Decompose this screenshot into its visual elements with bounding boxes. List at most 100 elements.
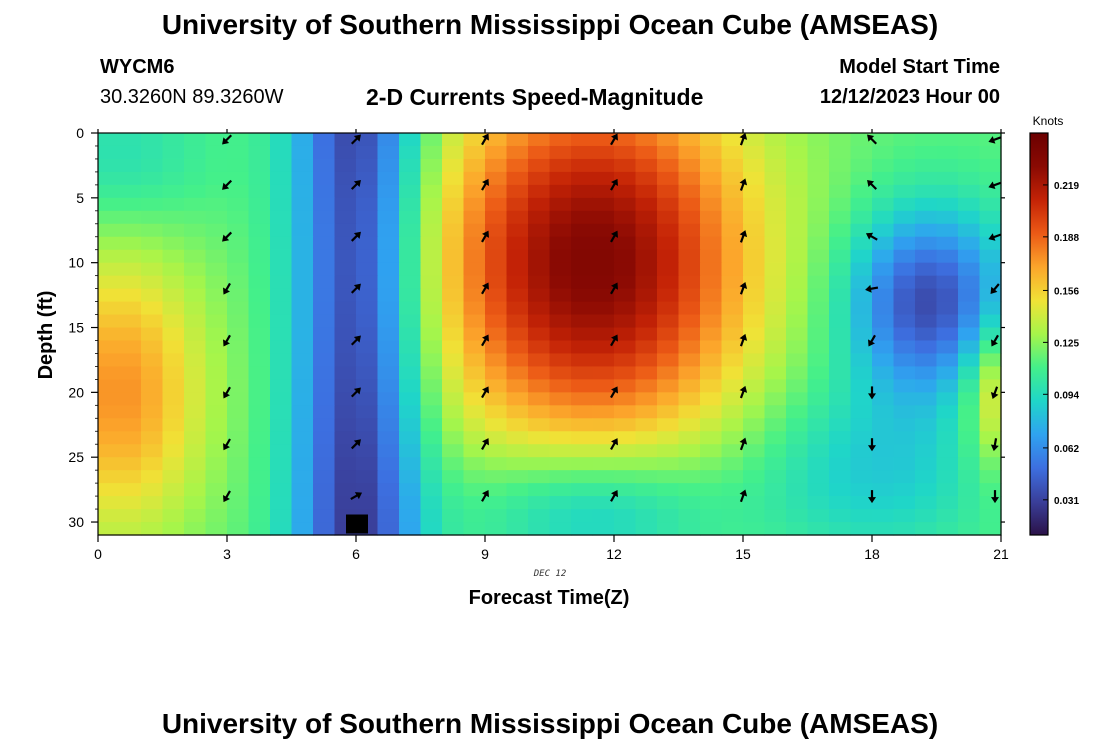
- heatmap-cell: [764, 340, 787, 355]
- current-arrow: [610, 230, 618, 243]
- heatmap-cell: [485, 470, 508, 484]
- heatmap-cell: [936, 353, 959, 368]
- heatmap-cell: [764, 444, 787, 458]
- heatmap-cell: [614, 457, 637, 471]
- heatmap-cell: [958, 483, 981, 497]
- heatmap-cell: [313, 509, 336, 523]
- heatmap-cell: [657, 133, 680, 147]
- current-arrow: [739, 132, 748, 146]
- heatmap-cell: [442, 431, 465, 445]
- heatmap-cell: [399, 340, 422, 355]
- heatmap-cell: [721, 509, 744, 523]
- current-arrow: [350, 439, 361, 450]
- heatmap-cell: [850, 184, 873, 199]
- heatmap-cell: [270, 392, 293, 406]
- heatmap-cell: [657, 340, 680, 355]
- heatmap-cell: [979, 262, 1002, 277]
- heatmap-cell: [141, 288, 164, 303]
- heatmap-cell: [958, 366, 981, 380]
- heatmap-cell: [635, 158, 658, 173]
- heatmap-cell: [313, 431, 336, 445]
- heatmap-cell: [248, 327, 271, 342]
- heatmap-cell: [743, 262, 766, 277]
- heatmap-cell: [614, 379, 637, 393]
- heatmap-cell: [571, 379, 594, 393]
- heatmap-cell: [420, 522, 443, 536]
- colorbar-tick-label: 0.094: [1054, 390, 1079, 401]
- heatmap-cell: [958, 223, 981, 238]
- heatmap-cell: [936, 509, 959, 523]
- heatmap-cell: [678, 210, 701, 225]
- heatmap-cell: [635, 340, 658, 355]
- heatmap-cell: [743, 288, 766, 303]
- heatmap-cell: [227, 184, 250, 199]
- heatmap-cell: [356, 379, 379, 393]
- heatmap-cell: [98, 353, 121, 368]
- heatmap-cell: [979, 392, 1002, 406]
- heatmap-cell: [678, 392, 701, 406]
- heatmap-cell: [700, 444, 723, 458]
- heatmap-cell: [549, 392, 572, 406]
- heatmap-cell: [528, 340, 551, 355]
- heatmap-cell: [764, 145, 787, 160]
- heatmap-cell: [270, 145, 293, 160]
- heatmap-cell: [635, 197, 658, 212]
- heatmap-cell: [162, 133, 185, 147]
- heatmap-cell: [485, 353, 508, 368]
- heatmap-cell: [592, 392, 615, 406]
- heatmap-cell: [807, 431, 830, 445]
- heatmap-cell: [936, 483, 959, 497]
- heatmap-cell: [979, 145, 1002, 160]
- heatmap-cell: [872, 431, 895, 445]
- heatmap-cell: [743, 145, 766, 160]
- heatmap-cell: [958, 275, 981, 290]
- heatmap-cell: [549, 457, 572, 471]
- heatmap-cell: [463, 392, 486, 406]
- heatmap-cell: [227, 353, 250, 368]
- heatmap-cell: [678, 262, 701, 277]
- heatmap-cell: [291, 210, 314, 225]
- heatmap-cell: [635, 431, 658, 445]
- heatmap-cell: [141, 158, 164, 173]
- heatmap-cell: [829, 314, 852, 329]
- heatmap-cell: [485, 483, 508, 497]
- heatmap-cell: [98, 249, 121, 264]
- heatmap-cell: [743, 223, 766, 238]
- heatmap-cell: [98, 418, 121, 432]
- heatmap-cell: [420, 288, 443, 303]
- heatmap-cell: [657, 392, 680, 406]
- heatmap-cell: [162, 340, 185, 355]
- heatmap-cell: [356, 470, 379, 484]
- heatmap-cell: [248, 496, 271, 510]
- heatmap-cell: [743, 418, 766, 432]
- heatmap-cell: [463, 133, 486, 147]
- date-label: DEC 12: [533, 569, 567, 579]
- heatmap-cell: [141, 379, 164, 393]
- heatmap-cell: [549, 171, 572, 186]
- heatmap-cell: [420, 314, 443, 329]
- heatmap-cell: [313, 379, 336, 393]
- heatmap-cell: [592, 457, 615, 471]
- heatmap-cell: [506, 379, 529, 393]
- heatmap-cell: [872, 145, 895, 160]
- heatmap-cell: [635, 133, 658, 147]
- heatmap-cell: [184, 392, 207, 406]
- heatmap-cell: [248, 197, 271, 212]
- heatmap-cell: [979, 223, 1002, 238]
- heatmap-cell: [141, 353, 164, 368]
- heatmap-cell: [184, 379, 207, 393]
- heatmap-cell: [549, 158, 572, 173]
- heatmap-cell: [657, 262, 680, 277]
- heatmap-cell: [592, 210, 615, 225]
- heatmap-cell: [399, 509, 422, 523]
- heatmap-cell: [743, 431, 766, 445]
- heatmap-cell: [227, 457, 250, 471]
- heatmap-cell: [506, 483, 529, 497]
- heatmap-cell: [549, 236, 572, 251]
- heatmap-cell: [463, 431, 486, 445]
- heatmap-cell: [571, 496, 594, 510]
- heatmap-cell: [399, 353, 422, 368]
- heatmap-cell: [915, 340, 938, 355]
- heatmap-cell: [893, 184, 916, 199]
- heatmap-cell: [205, 249, 228, 264]
